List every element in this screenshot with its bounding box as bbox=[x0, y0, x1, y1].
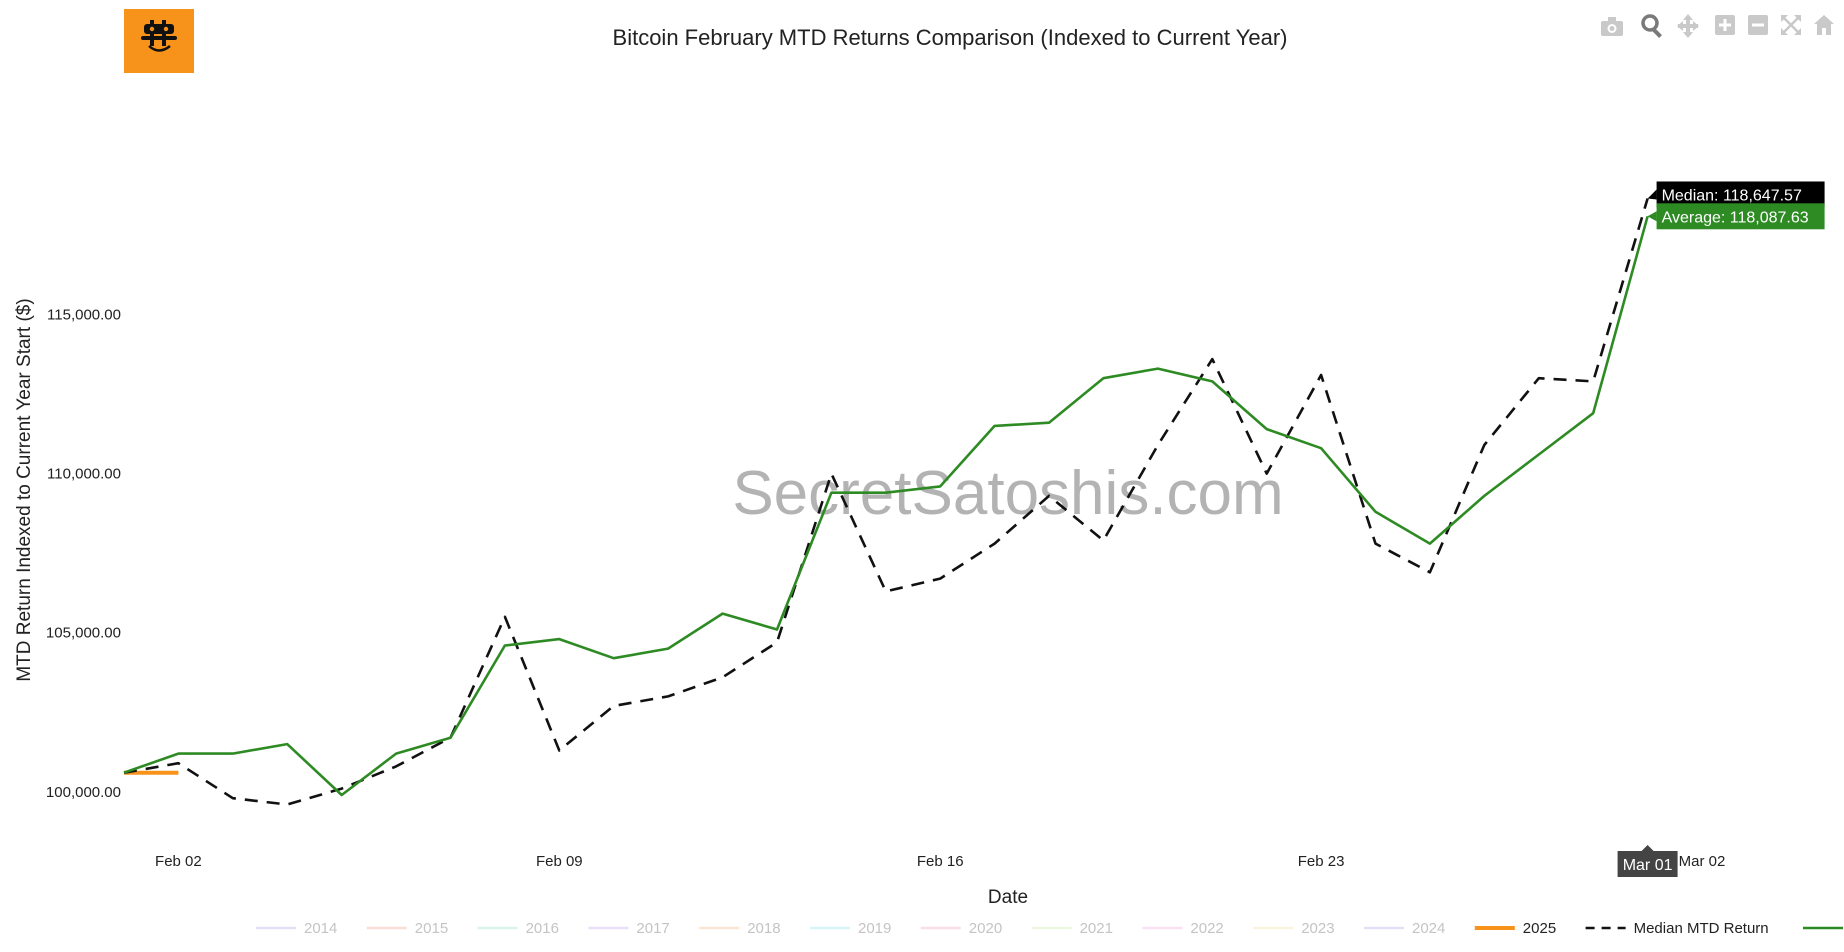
legend-item[interactable]: Median MTD Return bbox=[1585, 920, 1769, 937]
logo bbox=[124, 9, 194, 73]
legend-label: 2014 bbox=[304, 920, 337, 937]
x-tick-label: Feb 23 bbox=[1298, 853, 1345, 870]
zoom-in-icon[interactable] bbox=[1715, 15, 1735, 35]
legend-item[interactable]: 2018 bbox=[699, 920, 781, 937]
x-tick-label: Mar 02 bbox=[1679, 853, 1726, 870]
legend-label: 2021 bbox=[1080, 920, 1113, 937]
median-hover-label: Median: 118,647.57 bbox=[1647, 181, 1825, 208]
legend-label: 2015 bbox=[415, 920, 448, 937]
legend-item[interactable]: 2017 bbox=[588, 920, 670, 937]
zoom-icon[interactable] bbox=[1641, 14, 1662, 38]
y-tick-label: 105,000.00 bbox=[46, 625, 121, 642]
watermark: SecretSatoshis.com bbox=[732, 459, 1283, 528]
median-hover-label-text: Median: 118,647.57 bbox=[1662, 187, 1802, 204]
zoom-out-icon[interactable] bbox=[1748, 15, 1768, 35]
y-tick-label: 100,000.00 bbox=[46, 784, 121, 801]
reset-axes-icon[interactable] bbox=[1814, 15, 1834, 35]
autoscale-icon[interactable] bbox=[1781, 15, 1801, 35]
legend-label: 2018 bbox=[747, 920, 780, 937]
logo-background bbox=[124, 9, 194, 73]
axes: Feb 02 Feb 09 Feb 16 Feb 23 Mar 02 100,000.00… bbox=[46, 307, 1725, 870]
legend-item[interactable]: 2019 bbox=[810, 920, 891, 937]
legend-label: 2019 bbox=[858, 920, 891, 937]
x-tick-label: Feb 02 bbox=[155, 853, 202, 870]
average-hover-label-text: Average: 118,087.63 bbox=[1662, 209, 1809, 226]
legend-label: 2023 bbox=[1301, 920, 1334, 937]
modebar bbox=[1601, 14, 1834, 38]
legend-label: Median MTD Return bbox=[1634, 920, 1769, 937]
camera-icon[interactable] bbox=[1601, 17, 1623, 36]
hover-labels: Median: 118,647.57 Average: 118,087.63 Mar… bbox=[1617, 181, 1825, 877]
x-hover-label-text: Mar 01 bbox=[1623, 857, 1673, 874]
average-hover-label: Average: 118,087.63 bbox=[1647, 203, 1825, 230]
legend-item[interactable]: 2020 bbox=[920, 920, 1002, 937]
legend-label: 2024 bbox=[1412, 920, 1445, 937]
y-tick-label: 110,000.00 bbox=[47, 466, 121, 483]
legend: 2014 2015 2016 2017 2018 2019 2020 2021 2022 2023… bbox=[256, 920, 1844, 937]
legend-item[interactable]: Average MTD Return bbox=[1803, 920, 1844, 937]
y-tick-label: 115,000.00 bbox=[47, 307, 121, 324]
legend-label: 2020 bbox=[969, 920, 1002, 937]
series-line-median-mtd-return[interactable] bbox=[123, 198, 1649, 806]
legend-item[interactable]: 2021 bbox=[1031, 920, 1113, 937]
legend-label: 2016 bbox=[526, 920, 559, 937]
y-axis-title: MTD Return Indexed to Current Year Start… bbox=[14, 298, 35, 681]
x-hover-label: Mar 01 bbox=[1617, 845, 1678, 877]
legend-item[interactable]: 2014 bbox=[256, 920, 337, 937]
legend-item[interactable]: 2016 bbox=[477, 920, 559, 937]
x-tick-label: Feb 16 bbox=[917, 853, 964, 870]
legend-item[interactable]: 2023 bbox=[1253, 920, 1335, 937]
legend-item[interactable]: 2024 bbox=[1364, 920, 1445, 937]
legend-item[interactable]: 2015 bbox=[366, 920, 448, 937]
legend-label: 2017 bbox=[636, 920, 669, 937]
chart-title: Bitcoin February MTD Returns Comparison … bbox=[613, 25, 1288, 50]
plot-area[interactable] bbox=[123, 198, 1649, 806]
x-tick-label: Feb 09 bbox=[536, 853, 583, 870]
pan-icon[interactable] bbox=[1677, 14, 1699, 38]
legend-label: 2022 bbox=[1190, 920, 1223, 937]
legend-item[interactable]: 2025 bbox=[1474, 920, 1556, 937]
legend-label: 2025 bbox=[1523, 920, 1556, 937]
series-line-average-mtd-return[interactable] bbox=[123, 215, 1649, 797]
bitcoin-smiley-icon bbox=[141, 20, 177, 52]
x-axis-title: Date bbox=[988, 887, 1028, 908]
legend-item[interactable]: 2022 bbox=[1142, 920, 1224, 937]
